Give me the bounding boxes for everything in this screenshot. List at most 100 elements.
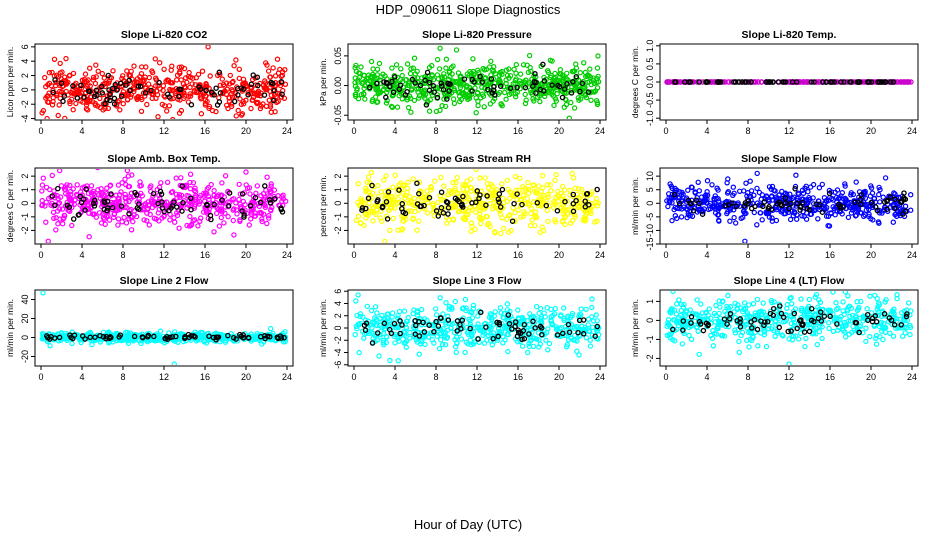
x-tick-label: 4: [392, 126, 397, 136]
data-point: [192, 334, 198, 340]
data-point: [539, 224, 545, 230]
data-point: [87, 334, 93, 341]
data-point: [433, 312, 440, 318]
data-point: [737, 188, 743, 194]
data-point: [370, 66, 376, 72]
data-point: [848, 192, 854, 198]
data-point: [500, 340, 506, 346]
data-point: [580, 331, 587, 337]
data-point: [39, 202, 46, 208]
data-point: [87, 98, 93, 105]
data-point: [355, 199, 361, 206]
data-point: [559, 94, 566, 101]
data-point: [473, 95, 479, 101]
data-point: [117, 80, 124, 87]
data-point: [594, 203, 601, 209]
data-point: [395, 81, 401, 88]
data-point: [198, 110, 205, 117]
data-point: [741, 203, 748, 209]
data-point: [591, 80, 597, 87]
data-point: [826, 325, 832, 332]
data-point: [414, 68, 420, 75]
data-point: [442, 103, 449, 110]
data-point: [564, 70, 570, 77]
data-point: [361, 72, 367, 79]
y-tick-label: -1: [645, 335, 655, 343]
data-point: [355, 77, 361, 83]
data-point: [171, 199, 177, 205]
data-point: [442, 342, 449, 348]
x-tick-label: 4: [79, 126, 84, 136]
data-point: [591, 77, 597, 84]
data-point: [60, 98, 66, 105]
data-point: [527, 87, 534, 93]
data-point: [404, 189, 410, 195]
data-point: [587, 66, 593, 72]
data-point: [128, 94, 134, 100]
data-point: [832, 189, 838, 195]
data-point: [553, 171, 559, 178]
data-point: [385, 189, 392, 195]
data-point: [385, 191, 392, 197]
data-point: [573, 73, 580, 80]
data-point: [259, 218, 265, 225]
data-point: [157, 328, 164, 334]
data-point: [671, 206, 677, 213]
data-point: [594, 85, 601, 91]
data-point: [270, 65, 276, 71]
data-points: [664, 79, 914, 85]
data-point: [842, 181, 848, 187]
data-point: [99, 70, 106, 77]
data-point: [213, 210, 220, 217]
data-point: [715, 187, 721, 193]
x-tick-label: 12: [159, 126, 169, 136]
y-tick-label: 0.5: [645, 58, 655, 71]
data-point: [504, 317, 510, 323]
data-point: [414, 312, 421, 318]
data-point: [146, 74, 152, 81]
data-point: [39, 110, 45, 116]
data-point: [148, 183, 154, 189]
data-point: [138, 108, 145, 115]
data-point: [521, 335, 528, 342]
x-tick-label: 24: [595, 250, 605, 260]
data-point: [233, 200, 239, 206]
data-point: [263, 60, 269, 66]
x-tick-label: 12: [784, 126, 794, 136]
data-point: [358, 64, 364, 70]
data-point: [51, 56, 58, 63]
x-tick-label: 16: [200, 250, 210, 260]
data-point: [355, 79, 361, 85]
data-point: [430, 202, 436, 209]
data-point: [433, 108, 440, 115]
data-point: [577, 88, 583, 95]
data-point: [434, 333, 440, 339]
data-point: [428, 183, 434, 190]
data-point: [124, 329, 130, 336]
data-point: [565, 321, 572, 328]
y-tick-label: 6: [20, 44, 30, 49]
data-point: [233, 207, 240, 213]
y-tick-label: -0.05: [333, 105, 343, 126]
data-point: [189, 200, 195, 207]
data-point: [685, 187, 691, 193]
x-tick-label: 16: [200, 126, 210, 136]
data-point: [435, 76, 442, 82]
data-point: [441, 334, 448, 340]
data-point: [250, 206, 256, 213]
data-point: [813, 291, 820, 298]
data-point: [841, 79, 847, 85]
y-tick-label: 0.00: [333, 77, 343, 95]
data-point: [454, 174, 460, 181]
data-point: [155, 114, 161, 119]
data-point: [583, 306, 589, 312]
data-point: [783, 206, 789, 213]
data-point: [681, 301, 687, 308]
x-tick-label: 24: [282, 250, 292, 260]
data-point: [186, 69, 192, 76]
data-point: [782, 195, 788, 201]
panel-title: Slope Li-820 Pressure: [422, 29, 532, 41]
data-point: [452, 336, 458, 343]
data-point: [368, 307, 375, 314]
data-point: [517, 197, 523, 203]
